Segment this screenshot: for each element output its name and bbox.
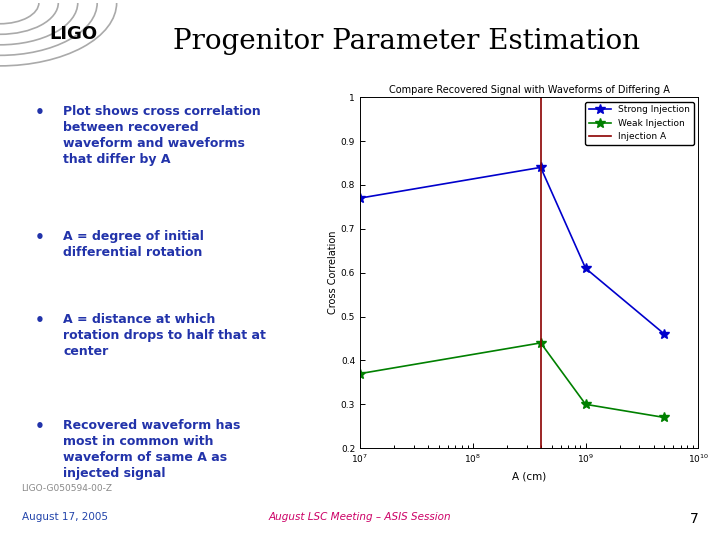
Strong Injection	[581, 265, 590, 272]
Weak Injection	[660, 414, 669, 421]
Text: •: •	[35, 105, 45, 120]
Text: A = distance at which
rotation drops to half that at
center: A = distance at which rotation drops to …	[63, 313, 266, 358]
Text: 7: 7	[690, 512, 698, 526]
Legend: Strong Injection, Weak Injection, Injection A: Strong Injection, Weak Injection, Inject…	[585, 102, 694, 145]
Text: August LSC Meeting – ASIS Session: August LSC Meeting – ASIS Session	[269, 512, 451, 522]
Text: •: •	[35, 419, 45, 434]
Text: August 17, 2005: August 17, 2005	[22, 512, 107, 522]
Line: Weak Injection: Weak Injection	[355, 338, 670, 422]
Text: LIGO: LIGO	[49, 25, 97, 43]
X-axis label: A (cm): A (cm)	[512, 471, 546, 481]
Weak Injection	[581, 401, 590, 408]
Line: Strong Injection: Strong Injection	[355, 163, 670, 339]
Text: LIGO-G050594-00-Z: LIGO-G050594-00-Z	[22, 484, 112, 493]
Weak Injection	[536, 340, 545, 346]
Text: A = degree of initial
differential rotation: A = degree of initial differential rotat…	[63, 230, 204, 259]
Text: •: •	[35, 313, 45, 328]
Text: Progenitor Parameter Estimation: Progenitor Parameter Estimation	[174, 28, 640, 55]
Text: Recovered waveform has
most in common with
waveform of same A as
injected signal: Recovered waveform has most in common wi…	[63, 419, 240, 480]
Text: Plot shows cross correlation
between recovered
waveform and waveforms
that diffe: Plot shows cross correlation between rec…	[63, 105, 261, 166]
Strong Injection	[356, 195, 364, 201]
Y-axis label: Cross Correlation: Cross Correlation	[328, 231, 338, 314]
Weak Injection	[356, 370, 364, 377]
Strong Injection	[660, 331, 669, 338]
Text: •: •	[35, 230, 45, 245]
Strong Injection	[536, 164, 545, 171]
Title: Compare Recovered Signal with Waveforms of Differing A: Compare Recovered Signal with Waveforms …	[389, 85, 670, 95]
